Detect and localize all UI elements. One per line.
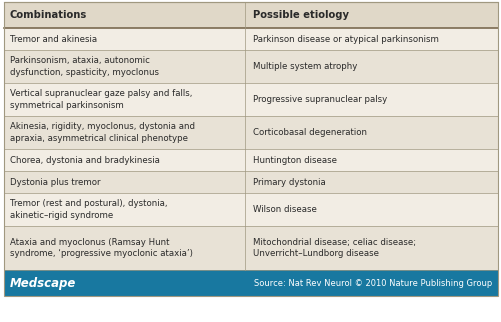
Text: Akinesia, rigidity, myoclonus, dystonia and
apraxia, asymmetrical clinical pheno: Akinesia, rigidity, myoclonus, dystonia … [10, 122, 194, 143]
Text: Parkinson disease or atypical parkinsonism: Parkinson disease or atypical parkinsoni… [253, 34, 438, 43]
Bar [4, 193, 497, 226]
Text: Dystonia plus tremor: Dystonia plus tremor [10, 177, 100, 186]
Bar [4, 2, 497, 28]
Text: Multiple system atrophy: Multiple system atrophy [253, 62, 357, 71]
Text: Medscape: Medscape [10, 277, 76, 289]
Text: Parkinsonism, ataxia, autonomic
dysfunction, spasticity, myoclonus: Parkinsonism, ataxia, autonomic dysfunct… [10, 56, 159, 77]
Bar [4, 226, 497, 270]
Text: Possible etiology: Possible etiology [253, 10, 348, 20]
Bar [4, 116, 497, 149]
Text: Wilson disease: Wilson disease [253, 205, 316, 214]
Text: Chorea, dystonia and bradykinesia: Chorea, dystonia and bradykinesia [10, 156, 159, 165]
Text: Primary dystonia: Primary dystonia [253, 177, 325, 186]
Bar [4, 83, 497, 116]
Text: Huntington disease: Huntington disease [253, 156, 336, 165]
Bar [4, 270, 497, 296]
Text: Source: Nat Rev Neurol © 2010 Nature Publishing Group: Source: Nat Rev Neurol © 2010 Nature Pub… [253, 279, 491, 288]
Text: Tremor (rest and postural), dystonia,
akinetic–rigid syndrome: Tremor (rest and postural), dystonia, ak… [10, 199, 167, 220]
Bar [4, 171, 497, 193]
Bar [4, 50, 497, 83]
Text: Progressive supranuclear palsy: Progressive supranuclear palsy [253, 95, 386, 104]
Bar [4, 149, 497, 171]
Text: Mitochondrial disease; celiac disease;
Unverricht–Lundborg disease: Mitochondrial disease; celiac disease; U… [253, 238, 415, 258]
Text: Corticobasal degeneration: Corticobasal degeneration [253, 128, 366, 137]
Bar [4, 28, 497, 50]
Text: Combinations: Combinations [10, 10, 87, 20]
Text: Vertical supranuclear gaze palsy and falls,
symmetrical parkinsonism: Vertical supranuclear gaze palsy and fal… [10, 90, 192, 109]
Text: Tremor and akinesia: Tremor and akinesia [10, 34, 97, 43]
Text: Ataxia and myoclonus (Ramsay Hunt
syndrome, ‘progressive myoclonic ataxia’): Ataxia and myoclonus (Ramsay Hunt syndro… [10, 238, 192, 258]
